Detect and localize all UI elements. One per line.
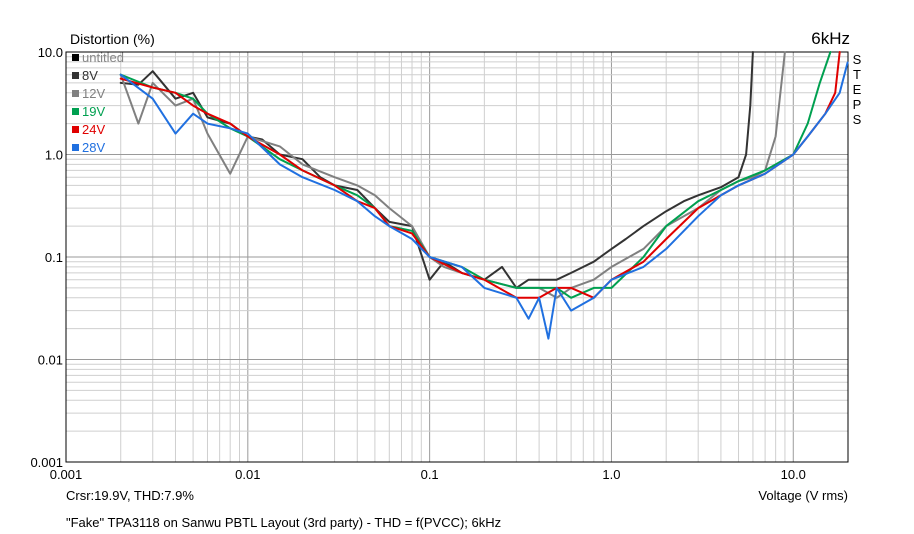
legend-label: 8V <box>82 68 98 83</box>
x-tick-label: 10.0 <box>781 467 806 482</box>
legend-swatch <box>72 144 79 151</box>
cursor-readout: Crsr:19.9V, THD:7.9% <box>66 488 194 503</box>
legend-label: 12V <box>82 86 105 101</box>
legend-label: 19V <box>82 104 105 119</box>
steps-letter: E <box>853 82 862 97</box>
steps-label: S T E P S <box>853 52 862 127</box>
x-tick-label: 0.1 <box>421 467 439 482</box>
series-lines <box>119 51 849 340</box>
x-tick-label: 1.0 <box>602 467 620 482</box>
y-tick-label: 0.001 <box>30 455 63 470</box>
y-tick-label: 1.0 <box>45 148 63 163</box>
legend-label: 24V <box>82 122 105 137</box>
grid <box>65 51 849 463</box>
x-axis-label: Voltage (V rms) <box>758 488 848 503</box>
legend-label: untitled <box>82 50 124 65</box>
legend-label: 28V <box>82 140 105 155</box>
x-tick-label: 0.01 <box>235 467 260 482</box>
legend-swatch <box>72 108 79 115</box>
steps-letter: S <box>853 52 862 67</box>
y-tick-label: 10.0 <box>38 45 63 60</box>
legend-swatch <box>72 72 79 79</box>
legend-swatch <box>72 126 79 133</box>
series-line-28v <box>119 61 849 340</box>
y-axis-label: Distortion (%) <box>70 31 155 47</box>
steps-letter: T <box>853 67 861 82</box>
steps-letter: S <box>853 112 862 127</box>
x-tick-label: 0.001 <box>50 467 83 482</box>
legend-swatch <box>72 90 79 97</box>
legend-swatch <box>72 54 79 61</box>
steps-letter: P <box>853 97 862 112</box>
y-tick-label: 0.1 <box>45 250 63 265</box>
tick-labels: 0.001 0.01 0.1 1.0 10.0 0.001 0.01 0.1 1.0 10.0 <box>30 45 805 482</box>
chart-caption: "Fake" TPA3118 on Sanwu PBTL Layout (3rd… <box>66 515 501 530</box>
plot-frame <box>65 51 849 463</box>
y-tick-label: 0.01 <box>38 353 63 368</box>
legend: untitled 8V 12V 19V 24V 28V <box>72 50 124 155</box>
frequency-label: 6kHz <box>811 29 850 48</box>
